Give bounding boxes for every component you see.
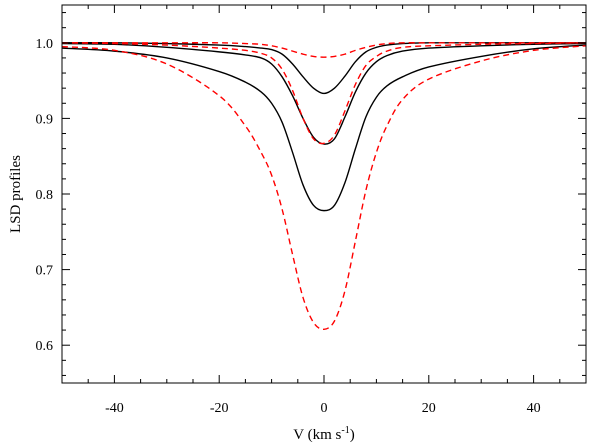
- series-line-1-black-solid: [61, 42, 586, 95]
- y-tick-label: 0.7: [36, 264, 54, 279]
- series-line-5-red-dashed: [61, 42, 587, 145]
- x-tick-label: -20: [210, 401, 229, 416]
- y-tick-label: 0.6: [36, 339, 54, 354]
- x-tick-label: -40: [105, 401, 124, 416]
- x-tick-label: 40: [527, 401, 541, 416]
- x-tick-label: 0: [321, 401, 328, 416]
- y-tick-label: 0.8: [36, 188, 54, 203]
- series-line-2-black-solid: [61, 42, 587, 145]
- series-line-3-black-solid: [61, 44, 587, 212]
- x-axis-title-main: V (km s: [293, 427, 341, 443]
- x-tick-label: 20: [422, 401, 436, 416]
- x-axis-title: V (km s-1): [293, 425, 354, 443]
- y-axis-title: LSD profiles: [8, 155, 24, 233]
- x-axis-title-superscript: -1: [341, 425, 349, 436]
- series-line-4-red-dashed: [62, 42, 586, 58]
- series-line-6-red-dashed: [61, 45, 587, 331]
- series-group: [61, 42, 587, 331]
- ticks-group: -40 -20 0 20 40 0.6 0.7 0.8 0.9 1.0: [36, 5, 587, 416]
- plot-frame: [61, 4, 587, 384]
- y-tick-label: 1.0: [36, 37, 54, 52]
- x-axis-title-close: ): [350, 427, 355, 443]
- y-tick-label: 0.9: [36, 112, 54, 127]
